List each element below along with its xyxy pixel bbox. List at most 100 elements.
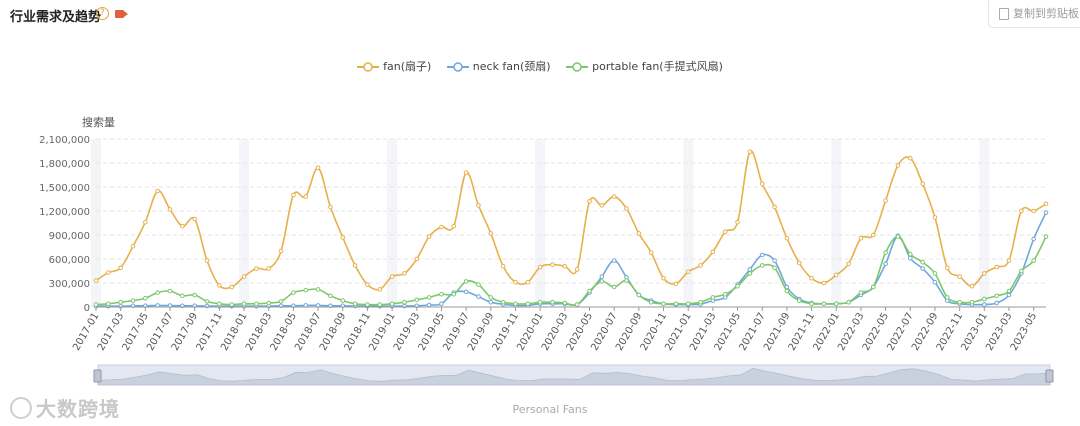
- copy-to-clipboard-button[interactable]: 复制到剪贴板: [988, 0, 1080, 28]
- data-point: [106, 270, 111, 275]
- data-point: [439, 291, 444, 297]
- data-point: [118, 265, 123, 271]
- data-point: [476, 282, 481, 287]
- data-point: [1006, 258, 1012, 263]
- data-point: [192, 292, 198, 298]
- data-point: [402, 299, 407, 305]
- data-point: [328, 293, 333, 299]
- data-point: [994, 264, 999, 270]
- data-point: [858, 235, 864, 241]
- data-point: [1006, 292, 1012, 298]
- series-line-0: [95, 150, 1047, 291]
- zoom-handle-left[interactable]: [93, 369, 102, 383]
- video-camera-icon[interactable]: [115, 10, 128, 18]
- data-point: [574, 302, 580, 307]
- year-band: [239, 139, 250, 307]
- data-point: [340, 298, 346, 303]
- data-point: [809, 275, 814, 281]
- data-point: [93, 278, 99, 283]
- data-point: [821, 280, 827, 286]
- data-point: [883, 261, 888, 267]
- data-point: [624, 206, 629, 211]
- data-point: [846, 261, 851, 267]
- data-point: [944, 265, 950, 271]
- y-tick-label: 2,100,000: [39, 135, 90, 146]
- series-line-2: [95, 235, 1047, 307]
- data-point: [377, 287, 383, 292]
- data-point: [710, 249, 716, 255]
- y-tick-label: 1,500,000: [39, 183, 90, 194]
- legend-label: neck fan(颈扇): [472, 60, 551, 73]
- data-point: [920, 266, 925, 271]
- data-point: [229, 302, 235, 307]
- data-point: [562, 263, 568, 269]
- data-point: [648, 250, 654, 255]
- data-point: [870, 284, 876, 290]
- data-point: [796, 298, 802, 303]
- data-point: [883, 198, 888, 203]
- help-icon[interactable]: ?: [96, 7, 109, 20]
- data-point: [907, 255, 913, 261]
- data-point: [463, 279, 469, 284]
- zoom-handle-right[interactable]: [1045, 369, 1054, 383]
- data-point: [599, 279, 605, 284]
- data-point: [685, 301, 691, 307]
- data-point: [463, 170, 469, 175]
- y-tick-label: 0: [84, 303, 90, 314]
- data-point: [698, 299, 703, 305]
- data-point: [932, 279, 938, 285]
- data-point: [1031, 258, 1036, 263]
- data-point: [550, 299, 555, 305]
- data-point: [648, 299, 654, 305]
- data-point: [377, 302, 383, 307]
- data-point: [278, 299, 284, 304]
- data-point: [500, 263, 506, 269]
- data-point: [772, 258, 777, 263]
- data-point: [352, 263, 358, 268]
- data-point: [796, 260, 802, 266]
- data-point: [488, 295, 494, 300]
- footer-caption: Personal Fans: [512, 403, 588, 416]
- data-point: [525, 279, 531, 285]
- year-band: [535, 139, 546, 307]
- data-point: [204, 258, 210, 263]
- data-point: [426, 295, 432, 300]
- data-point: [537, 264, 543, 270]
- data-point: [352, 301, 358, 307]
- data-point: [759, 263, 765, 268]
- data-point: [846, 299, 851, 305]
- data-point: [155, 188, 160, 194]
- data-point: [537, 299, 543, 305]
- data-point: [217, 283, 222, 288]
- data-point: [315, 287, 321, 292]
- data-point: [426, 302, 432, 308]
- data-point: [587, 288, 592, 294]
- data-point: [982, 296, 987, 302]
- data-point: [920, 181, 925, 187]
- data-point: [106, 301, 111, 307]
- data-point: [93, 302, 99, 307]
- data-point: [451, 291, 457, 297]
- data-point: [365, 282, 370, 287]
- legend-item-fan[interactable]: fan(扇子): [357, 58, 431, 74]
- year-band: [979, 139, 990, 307]
- data-point: [340, 235, 346, 240]
- legend-item-neck-fan[interactable]: neck fan(颈扇): [446, 58, 551, 74]
- data-point: [155, 290, 160, 295]
- data-point: [661, 301, 666, 307]
- legend-item-portable-fan[interactable]: portable fan(手提式风扇): [566, 58, 723, 74]
- data-point: [266, 266, 272, 271]
- data-point: [217, 301, 222, 307]
- year-band: [387, 139, 398, 307]
- data-point: [772, 204, 777, 210]
- data-point: [254, 266, 259, 271]
- data-point: [624, 278, 629, 283]
- data-point: [821, 301, 827, 307]
- data-point: [574, 267, 580, 272]
- legend-label: fan(扇子): [383, 60, 432, 73]
- data-point: [982, 302, 987, 307]
- data-point: [747, 271, 753, 276]
- data-point: [439, 224, 444, 230]
- data-point: [180, 223, 185, 229]
